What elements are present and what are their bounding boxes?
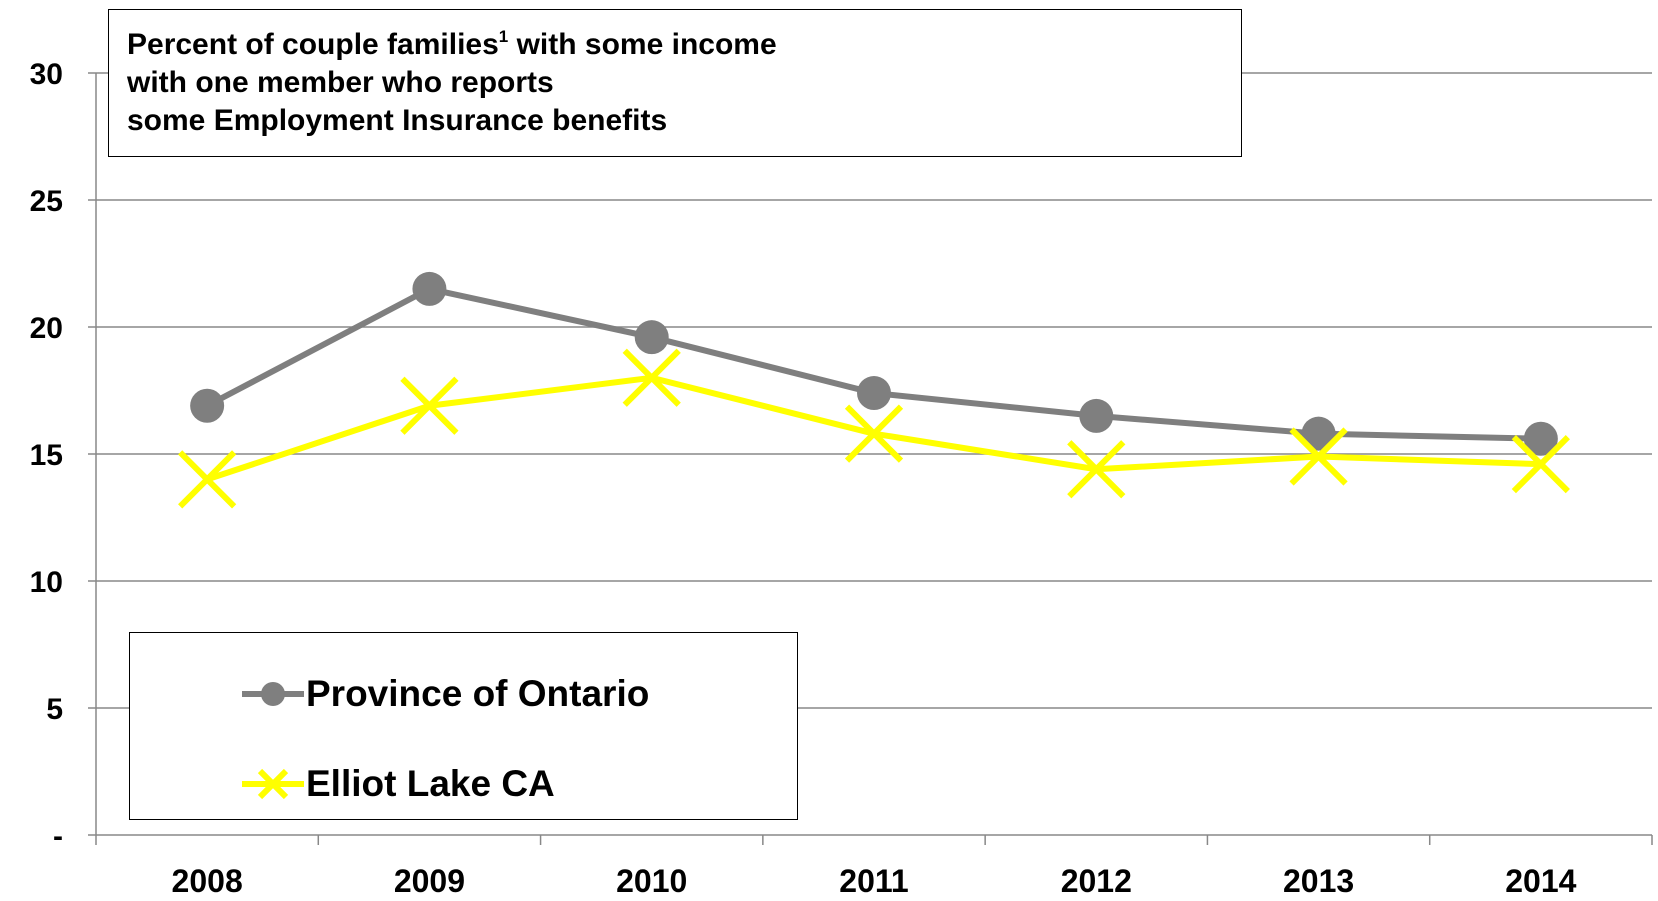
data-point [635, 320, 669, 354]
legend-item-elliot-lake: Elliot Lake CA [130, 764, 790, 804]
y-tick-label: 20 [30, 312, 63, 345]
x-tick-label: 2008 [172, 863, 243, 899]
chart-title-box: Percent of couple families1 with some in… [108, 9, 1242, 157]
y-tick-label: 10 [30, 566, 63, 599]
x-tick-label: 2010 [616, 863, 687, 899]
title-text: with some income [508, 28, 776, 61]
data-point [412, 272, 446, 306]
footnote-marker: 1 [499, 27, 508, 46]
legend-swatch-ontario [242, 674, 304, 714]
data-point [1079, 399, 1113, 433]
data-point [190, 389, 224, 423]
y-tick-label: 15 [30, 439, 63, 472]
y-tick-label: 5 [46, 693, 63, 726]
series-elliot-lake-ca [180, 351, 1568, 507]
x-tick-labels: 2008 2009 2010 2011 2012 2013 2014 [172, 863, 1577, 899]
legend-swatch-elliot-lake [242, 764, 304, 804]
legend-label-elliot-lake: Elliot Lake CA [306, 764, 555, 804]
chart-title-line-1: Percent of couple families1 with some in… [127, 26, 1241, 64]
legend-item-ontario: Province of Ontario [130, 674, 790, 714]
series [180, 272, 1568, 507]
chart-title-line-3: some Employment Insurance benefits [127, 102, 1241, 140]
y-tick-label: - [53, 820, 63, 853]
legend-label-ontario: Province of Ontario [306, 674, 649, 714]
series-province-of-ontario [190, 272, 1558, 456]
legend: Province of Ontario Elliot Lake CA [129, 632, 798, 820]
x-tick-label: 2013 [1283, 863, 1354, 899]
y-tick-label: 25 [30, 185, 63, 218]
x-tick-label: 2009 [394, 863, 465, 899]
y-tick-label: 30 [30, 58, 63, 91]
title-text: Percent of couple families [127, 28, 499, 61]
data-point [857, 376, 891, 410]
y-tick-labels: - 5 10 15 20 25 30 [30, 58, 63, 853]
series-line [207, 289, 1541, 439]
x-tick-label: 2011 [839, 863, 908, 899]
chart-title-line-2: with one member who reports [127, 64, 1241, 102]
x-tick-label: 2012 [1061, 863, 1132, 899]
data-point [180, 452, 234, 506]
x-tick-label: 2014 [1505, 863, 1576, 899]
